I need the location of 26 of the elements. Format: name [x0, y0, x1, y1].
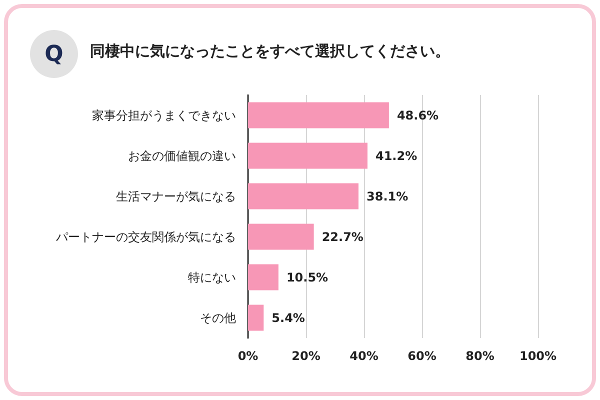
y-tick-label: 特にない [188, 270, 236, 284]
x-tick-label: 0% [238, 349, 258, 363]
y-tick-label: 生活マナーが気になる [116, 189, 236, 204]
bar [248, 102, 389, 128]
y-tick-label: 家事分担がうまくできない [92, 108, 236, 122]
x-tick-label: 60% [408, 349, 436, 363]
text: Q [30, 30, 78, 78]
y-tick-label: パートナーの交友関係が気になる [55, 230, 236, 244]
x-tick-label: 100% [519, 349, 557, 363]
chart-title: 同棲中に気になったことをすべて選択してください。 [90, 42, 450, 61]
bar [248, 142, 368, 169]
y-tick-label: お金の価値観の違い [128, 148, 236, 163]
y-tick-label: その他 [200, 310, 236, 325]
data-label: 10.5% [286, 270, 328, 284]
data-label: 5.4% [272, 310, 305, 325]
x-tick-label: 40% [350, 349, 378, 363]
data-label: 38.1% [366, 189, 408, 204]
bar [248, 224, 314, 250]
bar [248, 183, 358, 210]
data-label: 48.6% [396, 108, 439, 122]
data-label: 22.7% [322, 230, 364, 244]
x-tick-label: 80% [466, 349, 494, 363]
bar [248, 264, 278, 290]
x-tick-label: 20% [292, 349, 320, 363]
data-label: 41.2% [375, 148, 418, 163]
bar [248, 304, 264, 331]
